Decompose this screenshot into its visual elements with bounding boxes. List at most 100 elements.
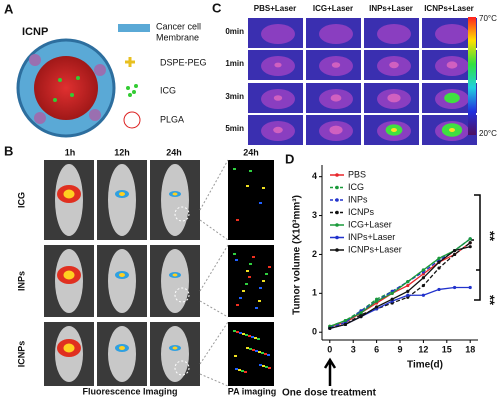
zoom-line <box>199 219 229 241</box>
point <box>359 311 363 315</box>
zoom-line <box>199 321 229 365</box>
legend-label: INPs+Laser <box>348 232 395 242</box>
legend-text: PLGA <box>160 114 184 124</box>
hotspot <box>446 61 458 69</box>
pa-speckle <box>248 276 251 278</box>
colorbar <box>468 17 476 135</box>
pa-speckle <box>257 338 260 340</box>
pa-speckle <box>249 170 252 172</box>
pa-speckle <box>252 349 255 351</box>
point <box>375 299 379 303</box>
point <box>453 285 457 290</box>
zoom-line <box>199 300 229 318</box>
point <box>406 280 410 284</box>
hotspot <box>274 62 282 68</box>
mouse <box>319 24 353 44</box>
tumor-circle <box>174 360 190 376</box>
point <box>421 283 425 288</box>
point <box>390 297 394 301</box>
pa-speckle <box>265 366 268 368</box>
point <box>421 268 425 272</box>
signal <box>63 189 75 199</box>
point <box>375 305 379 309</box>
pa-image <box>228 160 274 240</box>
pa-speckle <box>249 263 252 265</box>
membrane-icon <box>118 24 150 32</box>
point <box>453 248 457 253</box>
pa-speckle <box>259 364 262 366</box>
pa-speckle <box>242 290 245 292</box>
pa-speckle <box>258 300 261 302</box>
legend-label: ICG+Laser <box>348 219 392 229</box>
row-label: 1min <box>225 59 244 68</box>
legend-text: Membrane <box>156 32 199 42</box>
mouse <box>161 249 189 313</box>
signal <box>172 192 178 196</box>
pa-speckle <box>235 259 238 261</box>
colorbar-label: 70°C <box>479 14 497 23</box>
row-label: 3min <box>225 92 244 101</box>
pa-speckle <box>238 369 241 371</box>
legend-label: ICNPs <box>348 207 375 217</box>
hotspot <box>273 95 283 101</box>
point <box>421 276 425 280</box>
x-tick-label: 6 <box>374 344 379 354</box>
pa-speckle <box>255 307 258 309</box>
point <box>453 252 457 257</box>
significance: ** <box>483 231 498 242</box>
legend-marker <box>335 223 339 227</box>
series-line <box>329 242 471 328</box>
mouse <box>161 164 189 236</box>
pa-speckle <box>252 256 255 258</box>
mouse <box>161 326 189 382</box>
pa-speckle <box>268 266 271 268</box>
x-tick-label: 12 <box>418 344 428 354</box>
point <box>390 291 394 295</box>
signal <box>119 273 125 277</box>
tumor-circle <box>174 287 190 303</box>
pa-speckle <box>254 337 257 339</box>
pa-speckle <box>255 350 258 352</box>
pa-speckle <box>236 331 239 333</box>
pa-speckle <box>267 354 270 356</box>
hotspot <box>329 125 343 135</box>
footer: Fluorescence Imaging <box>82 386 177 396</box>
signal <box>63 343 75 353</box>
point <box>343 318 347 323</box>
mouse <box>435 24 469 44</box>
mouse <box>261 24 295 44</box>
column-header: 1h <box>65 147 76 157</box>
peg-icon <box>125 57 135 67</box>
hotspot <box>391 128 397 132</box>
row-label: INPs <box>16 271 26 291</box>
x-tick-label: 9 <box>397 344 402 354</box>
pa-speckle <box>258 351 261 353</box>
hotspot <box>449 128 455 132</box>
dose-arrow <box>323 357 337 386</box>
column-header: PBS+Laser <box>254 4 296 13</box>
pa-speckle <box>246 270 249 272</box>
row-label: ICNPs <box>16 341 26 368</box>
pa-speckle <box>233 253 236 255</box>
pa-speckle <box>246 347 249 349</box>
y-tick-label: 2 <box>312 249 317 259</box>
point <box>359 315 363 319</box>
column-header: ICNPs+Laser <box>424 4 474 13</box>
column-header: INPs+Laser <box>369 4 413 13</box>
pa-speckle <box>239 297 242 299</box>
mouse <box>108 249 136 313</box>
point <box>406 289 410 293</box>
y-tick-label: 1 <box>312 288 317 298</box>
legend-label: INPs <box>348 194 368 204</box>
signal <box>119 192 125 196</box>
hotspot <box>273 126 283 134</box>
tumor-circle <box>174 206 190 222</box>
row-label: ICG <box>16 192 26 208</box>
pa-speckle <box>248 335 251 337</box>
significance-bracket <box>471 194 481 301</box>
pa-speckle <box>233 168 236 170</box>
zoom-line <box>199 373 229 387</box>
pa-speckle <box>268 367 271 369</box>
x-tick-label: 0 <box>327 344 332 354</box>
